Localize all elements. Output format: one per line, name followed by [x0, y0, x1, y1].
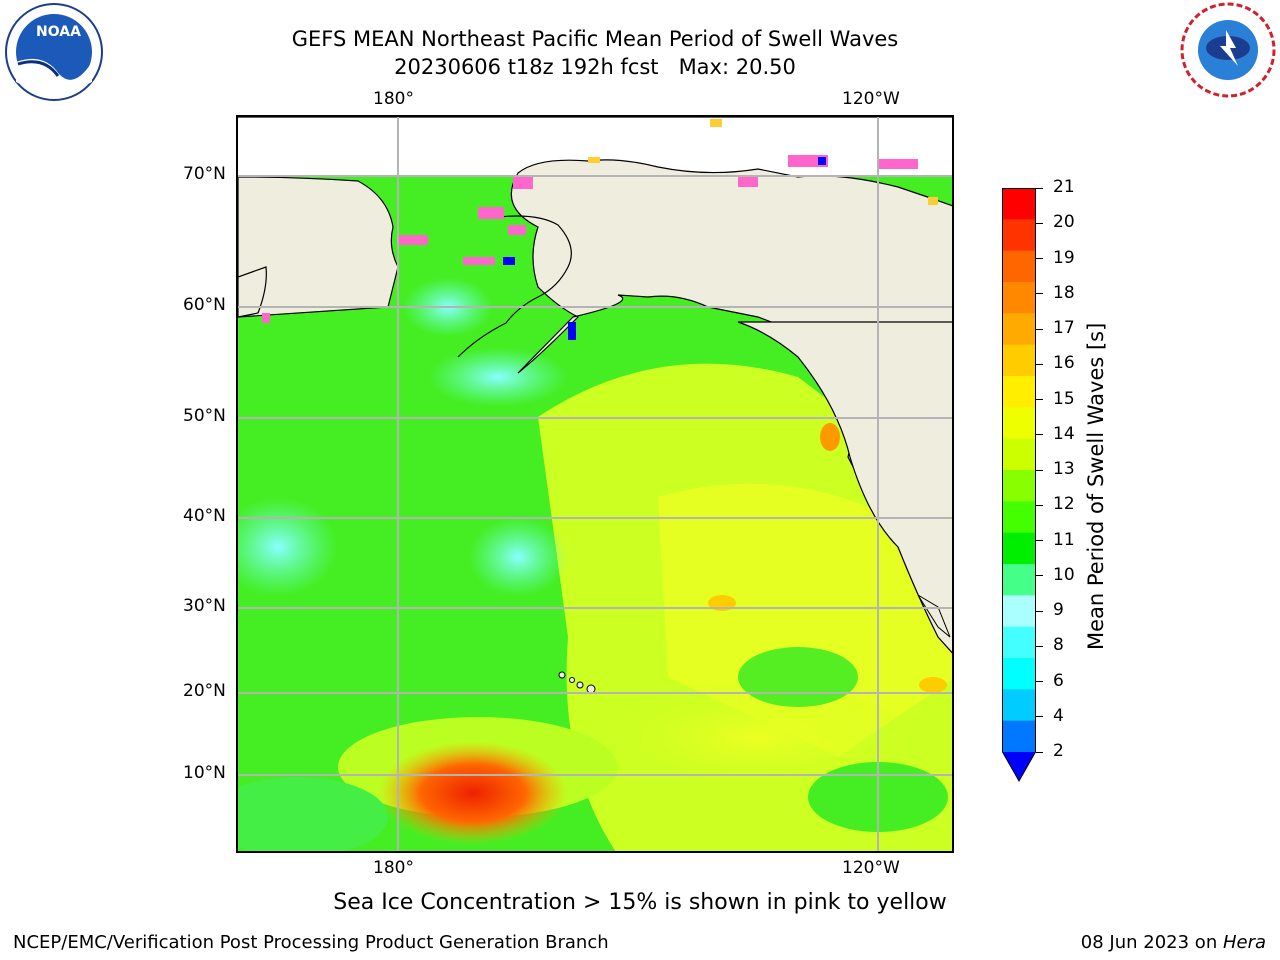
colorbar-tick-label: 19 — [1053, 247, 1075, 268]
lon-label-bottom-120w: 120°W — [842, 858, 900, 878]
colorbar-band — [1002, 250, 1036, 283]
colorbar-tick-label: 8 — [1053, 635, 1064, 656]
colorbar-tick-mark — [1036, 222, 1043, 224]
colorbar-tick-mark — [1036, 363, 1043, 365]
colorbar-band — [1002, 470, 1036, 502]
lat-label-50n: 50°N — [183, 406, 226, 426]
sea-ice-note: Sea Ice Concentration > 15% is shown in … — [333, 890, 947, 915]
colorbar-tick-label: 15 — [1053, 388, 1075, 409]
colorbar-band — [1002, 282, 1036, 314]
colorbar-band — [1002, 658, 1036, 690]
colorbar-tick-label: 21 — [1053, 177, 1075, 197]
lat-label-20n: 20°N — [183, 681, 226, 701]
colorbar-band — [1002, 313, 1036, 346]
colorbar-tick-mark — [1036, 645, 1043, 647]
colorbar-band — [1002, 626, 1036, 659]
colorbar-tick-label: 17 — [1053, 318, 1075, 338]
colorbar-tick-label: 6 — [1053, 670, 1064, 691]
lon-label-top-180: 180° — [373, 89, 414, 109]
nws-logo — [1176, 0, 1280, 100]
colorbar-tick-mark — [1036, 258, 1043, 259]
footer-right: 08 Jun 2023 on Hera — [1081, 932, 1266, 953]
colorbar-tick-mark — [1036, 328, 1043, 330]
colorbar-band — [1002, 532, 1036, 565]
colorbar-tick-mark — [1036, 434, 1043, 436]
colorbar-tick-mark — [1036, 751, 1043, 753]
lon-label-bottom-180: 180° — [373, 858, 414, 878]
colorbar-tick-label: 12 — [1053, 494, 1075, 515]
colorbar-tick-label: 20 — [1053, 212, 1075, 233]
colorbar-tick-mark — [1036, 681, 1043, 682]
noaa-logo: NOAA — [4, 2, 104, 102]
colorbar-tick-mark — [1036, 187, 1043, 189]
colorbar-band — [1002, 564, 1036, 596]
footer-date: 08 Jun 2023 on — [1080, 932, 1223, 953]
colorbar-tick-mark — [1036, 504, 1043, 506]
lat-label-30n: 30°N — [183, 596, 226, 616]
colorbar — [1002, 188, 1036, 783]
colorbar-tick-mark — [1036, 399, 1043, 400]
colorbar-tick-mark — [1036, 469, 1043, 471]
lat-label-10n: 10°N — [183, 763, 226, 783]
swell-period-field — [238, 117, 952, 851]
lon-label-top-120w: 120°W — [842, 89, 900, 109]
noaa-logo-text: NOAA — [36, 24, 81, 40]
colorbar-band — [1002, 501, 1036, 534]
colorbar-tick-mark — [1036, 716, 1043, 718]
colorbar-tick-mark — [1036, 610, 1043, 612]
colorbar-tick-label: 16 — [1053, 353, 1075, 374]
colorbar-tick-mark — [1036, 575, 1043, 577]
colorbar-tick-label: 18 — [1053, 282, 1075, 303]
colorbar-tick-label: 13 — [1053, 459, 1075, 479]
colorbar-band — [1002, 344, 1036, 377]
colorbar-tick-label: 11 — [1053, 529, 1075, 550]
chart-subtitle: 20230606 t18z 192h fcst Max: 20.50 — [394, 55, 796, 79]
colorbar-tick-label: 10 — [1053, 564, 1075, 585]
colorbar-graphic — [1002, 188, 1036, 783]
colorbar-tick-mark — [1036, 293, 1043, 295]
colorbar-tick-label: 4 — [1053, 705, 1064, 726]
lat-label-70n: 70°N — [183, 164, 226, 184]
lat-label-60n: 60°N — [183, 295, 226, 315]
colorbar-label: Mean Period of Swell Waves [s] — [1084, 322, 1108, 650]
colorbar-tick-label: 9 — [1053, 600, 1064, 620]
footer-left: NCEP/EMC/Verification Post Processing Pr… — [13, 932, 609, 953]
colorbar-band — [1002, 219, 1036, 252]
map-panel — [236, 115, 954, 853]
footer-machine: Hera — [1222, 932, 1266, 953]
colorbar-band — [1002, 376, 1036, 408]
lat-label-40n: 40°N — [183, 506, 226, 526]
colorbar-tick-mark — [1036, 540, 1043, 541]
colorbar-band — [1002, 438, 1036, 471]
colorbar-extend-arrow — [1002, 752, 1036, 781]
colorbar-band — [1002, 188, 1036, 220]
colorbar-tick-label: 14 — [1053, 423, 1075, 444]
colorbar-tick-label: 2 — [1053, 741, 1064, 761]
chart-title: GEFS MEAN Northeast Pacific Mean Period … — [291, 27, 899, 51]
colorbar-band — [1002, 689, 1036, 722]
colorbar-band — [1002, 407, 1036, 440]
colorbar-band — [1002, 595, 1036, 628]
colorbar-band — [1002, 720, 1036, 753]
